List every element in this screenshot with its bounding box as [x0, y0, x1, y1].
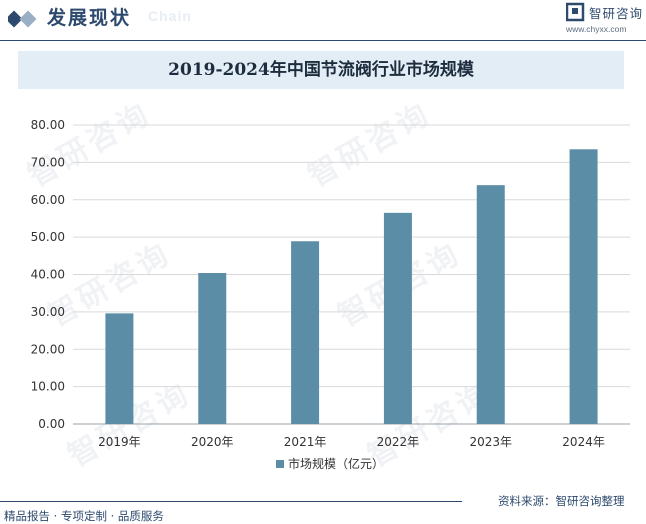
bar: [383, 212, 412, 424]
x-tick-label: 2024年: [562, 435, 605, 449]
brand-logo-icon: [566, 2, 585, 22]
legend-swatch: [276, 460, 284, 468]
page-header: 发展现状 Chain 智研咨询 www.chyxx.com: [0, 0, 646, 40]
y-tick-label: 60.00: [31, 193, 65, 207]
footer-divider: [0, 501, 462, 502]
y-tick-label: 20.00: [31, 342, 65, 356]
bar: [569, 149, 598, 424]
bar: [291, 241, 320, 424]
y-tick-label: 30.00: [31, 305, 65, 319]
x-tick-label: 2019年: [98, 435, 141, 449]
data-source: 资料来源：智研咨询整理: [498, 494, 625, 508]
bar: [476, 185, 505, 424]
x-tick-label: 2023年: [469, 435, 512, 449]
chart-title: 2019-2024年中国节流阀行业市场规模: [168, 60, 474, 80]
section-subtitle: Chain: [148, 8, 192, 24]
x-tick-label: 2021年: [284, 435, 327, 449]
brand-url: www.chyxx.com: [566, 24, 627, 34]
x-tick-label: 2022年: [377, 435, 420, 449]
section-title: 发展现状: [47, 7, 132, 29]
bar: [198, 273, 227, 424]
header-divider: [0, 40, 646, 41]
footer-slogan: 精品报告 · 专项定制 · 品质服务: [4, 509, 164, 523]
y-tick-label: 10.00: [31, 380, 65, 394]
y-tick-label: 50.00: [31, 230, 65, 244]
legend-label: 市场规模（亿元）: [288, 456, 384, 471]
header-squares-icon: [8, 10, 37, 28]
brand-name: 智研咨询: [589, 6, 644, 21]
y-tick-label: 80.00: [31, 118, 65, 132]
y-tick-label: 40.00: [31, 268, 65, 282]
chart-title-band: [18, 51, 624, 89]
y-tick-label: 70.00: [31, 155, 65, 169]
y-tick-label: 0.00: [38, 417, 65, 431]
x-tick-label: 2020年: [191, 435, 234, 449]
bar: [105, 313, 134, 424]
